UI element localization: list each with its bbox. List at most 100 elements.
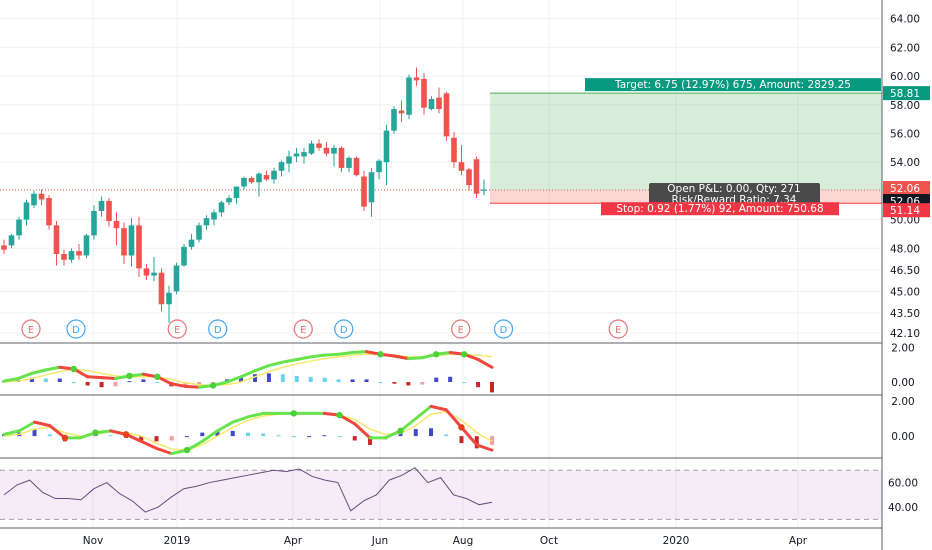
time-axis-tick: 2019 (164, 535, 191, 547)
candle-body (263, 175, 270, 180)
candle-body (16, 219, 22, 236)
macd-line-segment (353, 422, 372, 440)
candle-body (181, 246, 187, 266)
histogram-bar (99, 382, 104, 388)
candle-body (353, 157, 360, 176)
info-box (649, 183, 820, 206)
price-axis-tick: 43.50 (890, 308, 920, 320)
candle-body (1, 245, 7, 250)
price-axis-tick: 46.50 (890, 265, 920, 277)
histogram-bar (197, 382, 202, 385)
macd-line-segment (239, 369, 257, 379)
candle-body (188, 239, 195, 247)
histogram-bar (413, 429, 418, 437)
histogram-bar (113, 382, 118, 387)
histogram-bar (448, 376, 453, 382)
crossover-dot (397, 427, 404, 435)
candle-body (473, 159, 480, 194)
price-axis-tick: 54.00 (890, 157, 920, 169)
macd-line-segment (2, 377, 20, 383)
candle-body (173, 265, 180, 292)
candle-body (218, 202, 225, 213)
candle-body (226, 198, 232, 203)
macd-line-segment (17, 420, 36, 433)
time-axis-tick: Aug (453, 535, 474, 547)
candle-body (256, 173, 262, 183)
macd-line-segment (155, 446, 174, 456)
histogram-bar (364, 379, 369, 382)
dividend-marker (493, 319, 514, 339)
macd-line-segment (44, 365, 62, 372)
macd-line-segment (309, 353, 327, 359)
histogram-bar (43, 378, 48, 382)
candle-body (346, 157, 352, 168)
histogram-bar (169, 436, 174, 441)
stop-label-box (601, 202, 839, 216)
price-axis-tick: 42.10 (890, 328, 920, 340)
histogram-bar (392, 382, 397, 384)
profit-zone (490, 93, 882, 191)
candle-body (241, 177, 247, 187)
macd-line-segment (30, 368, 48, 375)
macd-line-segment (169, 382, 187, 388)
candle-body (31, 193, 37, 206)
histogram-bar (47, 434, 52, 437)
histogram-bar (261, 433, 266, 437)
histogram-bar (322, 377, 327, 382)
histogram-bar (429, 428, 433, 437)
price-axis-tick: 48.00 (890, 243, 920, 255)
position-labels: Target: 6.75 (12.97%) 675, Amount: 2829.… (585, 78, 930, 218)
macd-line-segment (281, 357, 299, 364)
candle-body (211, 212, 217, 220)
candle-body (376, 160, 382, 173)
candle-body (368, 172, 375, 203)
price-axis-tick: 64.00 (890, 14, 920, 26)
histogram-bar (155, 382, 160, 383)
histogram-bar (352, 436, 357, 441)
macd-line-segment (476, 357, 494, 369)
candle-body (481, 189, 487, 191)
candle-body (233, 186, 240, 199)
histogram-bar (266, 373, 271, 382)
histogram-bar (154, 436, 159, 442)
histogram-bar (420, 382, 425, 385)
macd-line-segment (231, 415, 250, 424)
indicator-axis-tick: 2.00 (891, 342, 914, 354)
earnings-marker (167, 319, 187, 339)
crossover-dot (290, 410, 297, 417)
time-axis-tick: Jun (371, 535, 388, 547)
earnings-label: E (174, 325, 180, 336)
histogram-bar (474, 436, 479, 449)
histogram-bar (280, 374, 285, 382)
histogram-bar (462, 382, 467, 383)
histogram-bar (139, 436, 144, 442)
histogram-bar (406, 382, 411, 386)
histogram-bar (307, 436, 311, 438)
rsi-axis-tick: 60.00 (888, 478, 918, 490)
candle-body (398, 110, 405, 114)
time-axis[interactable]: Nov 2019 Apr Jun Aug Oct 2020 Apr (0, 527, 882, 547)
candle-body (98, 200, 105, 211)
histogram-bar (490, 382, 494, 393)
price-tag-label: 51.14 (890, 205, 920, 217)
histogram-bar (200, 432, 205, 437)
earnings-marker (451, 319, 471, 339)
macd-line-segment (139, 439, 158, 450)
price-tag-label: 52.06 (890, 183, 920, 195)
candle-body (38, 193, 45, 200)
macd-line-segment (183, 384, 201, 389)
candle-body (136, 225, 142, 269)
macd-line-segment (460, 425, 479, 447)
histogram-bar (252, 374, 257, 382)
candle-body (406, 77, 412, 115)
histogram-bar (215, 430, 220, 437)
indicator-axis-tick: 0.00 (891, 377, 914, 389)
price-tag (883, 203, 930, 218)
histogram-bar (185, 436, 189, 438)
crossover-dot (458, 424, 465, 431)
candle-body (121, 228, 127, 256)
histogram-bar (490, 436, 494, 445)
price-axis[interactable]: 64.00 62.00 60.00 58.00 56.00 54.00 50.00 48.00… (881, 0, 920, 550)
